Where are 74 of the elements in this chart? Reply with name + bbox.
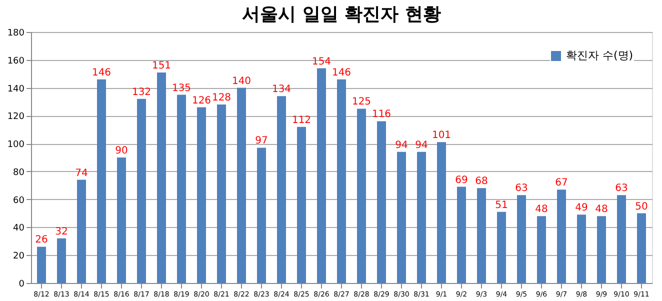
bar — [397, 152, 406, 283]
y-tick-label: 180 — [7, 28, 25, 38]
data-label: 51 — [495, 200, 508, 211]
bar — [97, 79, 106, 283]
bar — [137, 98, 146, 283]
y-tick-label: 60 — [13, 196, 25, 206]
bar — [317, 68, 326, 283]
bar — [297, 126, 306, 283]
bar — [597, 216, 606, 283]
data-label: 68 — [475, 176, 488, 188]
data-label: 126 — [192, 95, 212, 106]
bar — [417, 152, 426, 283]
bar — [637, 213, 646, 283]
data-label: 69 — [455, 174, 468, 186]
y-tick-label: 100 — [7, 140, 25, 150]
y-tick-label: 80 — [13, 168, 25, 178]
bar — [437, 142, 446, 283]
bar — [557, 190, 566, 283]
bar — [217, 104, 226, 283]
y-tick-label: 140 — [7, 84, 25, 94]
bar — [517, 195, 526, 283]
data-label: 48 — [595, 204, 608, 216]
bar — [37, 246, 46, 283]
bar — [117, 158, 126, 283]
data-label: 151 — [152, 60, 172, 72]
bar — [157, 72, 166, 283]
chart-title: 서울시 일일 확진자 현황 — [242, 4, 441, 25]
bar — [197, 107, 206, 283]
data-label: 67 — [555, 178, 568, 189]
y-tick-label: 120 — [7, 112, 25, 122]
data-label: 101 — [432, 130, 452, 142]
data-label: 125 — [352, 96, 372, 108]
data-label: 112 — [292, 114, 312, 126]
bar — [577, 214, 586, 283]
data-label: 49 — [575, 202, 588, 214]
bar — [57, 238, 66, 283]
bar — [617, 195, 626, 283]
bar — [377, 121, 386, 283]
data-label: 94 — [415, 140, 428, 151]
data-label: 32 — [55, 226, 68, 238]
bar — [477, 188, 486, 283]
data-label: 90 — [115, 146, 128, 156]
data-label: 94 — [395, 140, 408, 151]
data-label: 63 — [615, 183, 628, 194]
data-label: 146 — [92, 67, 112, 78]
bar — [497, 212, 506, 283]
data-label: 116 — [372, 109, 392, 120]
y-tick-label: 0 — [18, 280, 25, 290]
y-tick-label: 20 — [13, 252, 25, 262]
bar — [257, 148, 266, 283]
data-label: 50 — [635, 201, 648, 212]
data-label: 132 — [132, 86, 152, 98]
data-label: 128 — [212, 92, 232, 104]
data-label: 135 — [172, 82, 192, 94]
data-label: 48 — [535, 204, 548, 216]
bar — [537, 216, 546, 283]
legend-label: 확진자 수(명) — [566, 49, 634, 62]
y-tick-label: 40 — [13, 224, 25, 234]
bar — [177, 94, 186, 283]
bar — [337, 79, 346, 283]
y-tick-label: 160 — [7, 56, 25, 66]
bar — [277, 96, 286, 283]
bar — [237, 88, 246, 283]
data-label: 74 — [75, 168, 88, 179]
data-label: 97 — [255, 136, 268, 147]
bar — [457, 186, 466, 283]
data-label: 154 — [312, 56, 332, 68]
data-label: 26 — [35, 234, 48, 246]
data-label: 146 — [332, 67, 352, 78]
bar — [357, 108, 366, 283]
bar — [77, 180, 86, 283]
data-label: 134 — [272, 84, 292, 96]
data-label: 63 — [515, 183, 528, 194]
data-label: 140 — [232, 76, 252, 87]
